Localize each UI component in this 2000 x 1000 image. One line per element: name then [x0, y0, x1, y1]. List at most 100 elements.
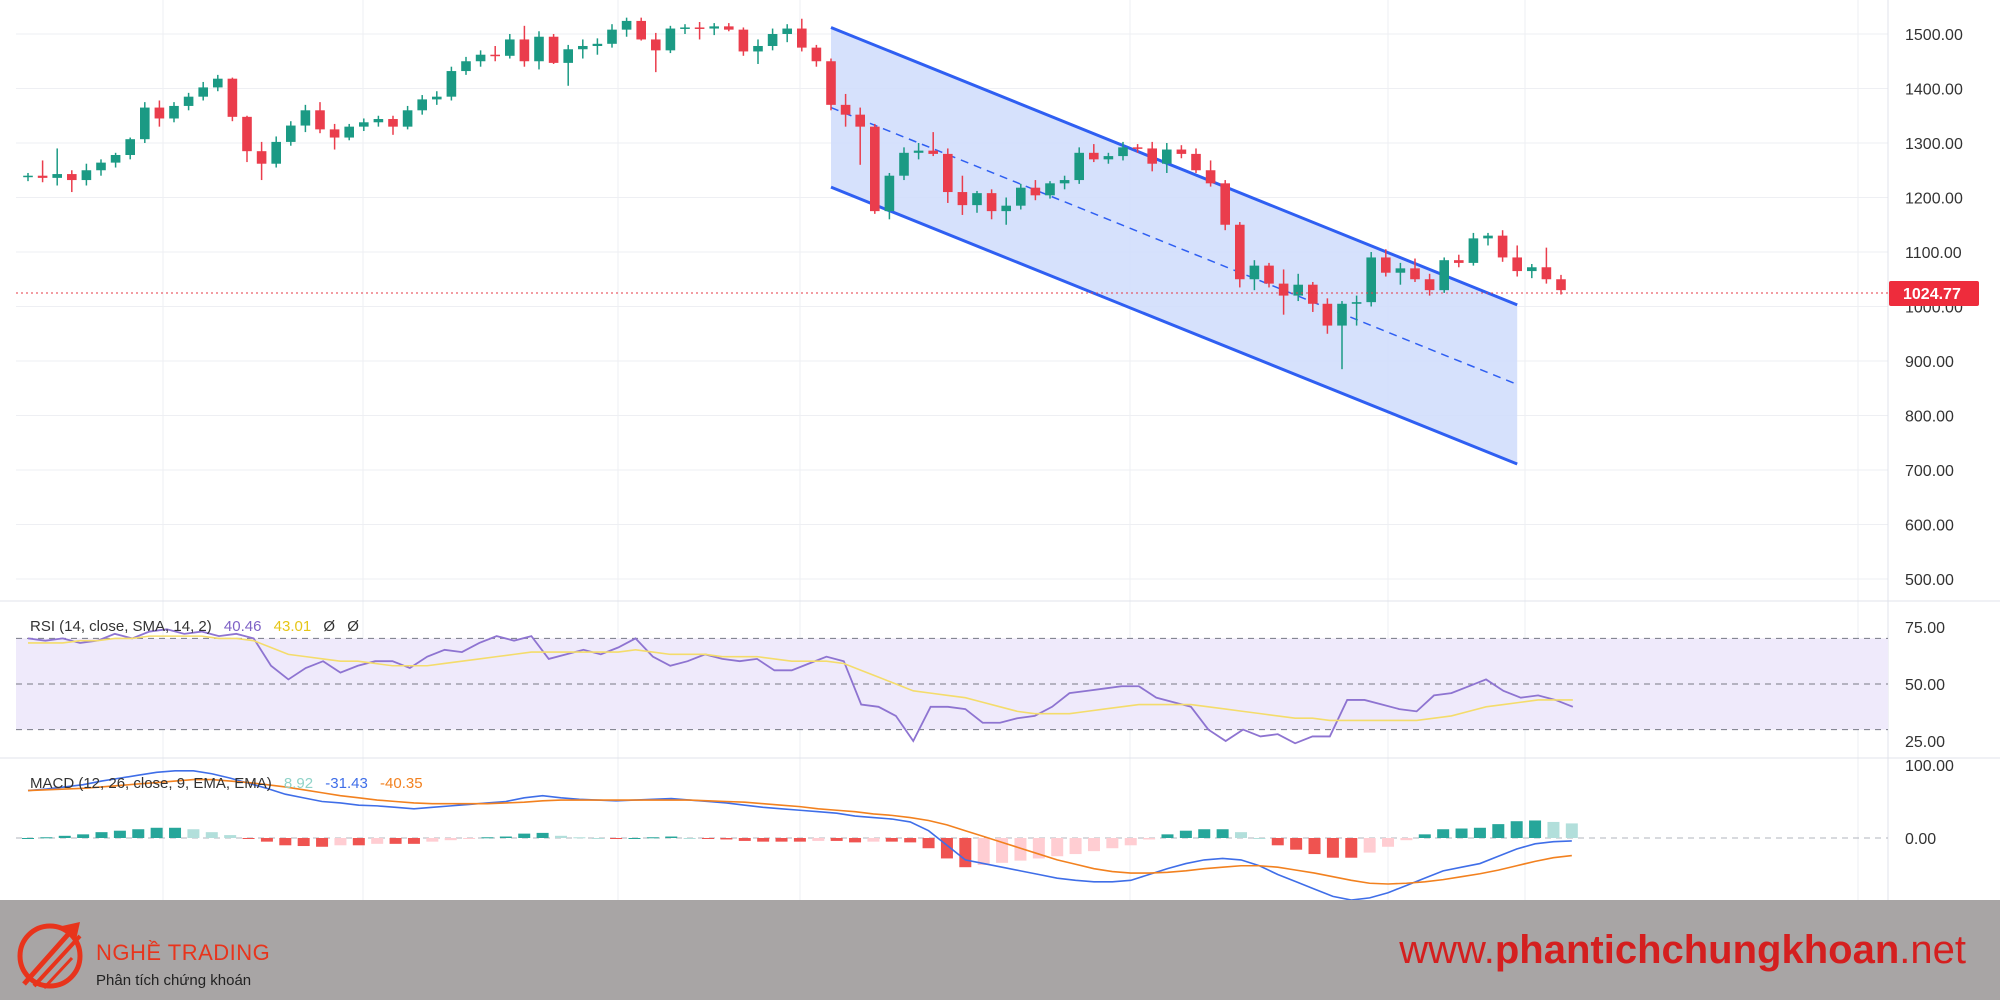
- candle-body: [1366, 257, 1376, 303]
- candle-body: [1162, 149, 1172, 164]
- candle-body: [986, 193, 997, 212]
- candle-body: [96, 162, 106, 171]
- price-axis[interactable]: 1500.001400.001300.001200.001100.001000.…: [1889, 27, 1979, 848]
- macd-hist-bar: [1437, 829, 1450, 838]
- macd-hist-bar: [1363, 838, 1376, 853]
- chart-canvas: 1500.001400.001300.001200.001100.001000.…: [0, 0, 2000, 900]
- price-tick-label: 500.00: [1905, 572, 1954, 589]
- candle-body: [81, 170, 92, 181]
- macd-hist-bar: [205, 832, 218, 838]
- candle-body: [1556, 279, 1566, 291]
- macd-hist-bar: [665, 836, 678, 838]
- macd-hist-bar: [849, 838, 862, 843]
- macd-hist-bar: [352, 838, 365, 846]
- candle-body: [125, 139, 135, 155]
- macd-hist-bar: [1565, 823, 1578, 838]
- candle-body: [432, 96, 442, 100]
- candle-body: [286, 125, 296, 142]
- candle-body: [1205, 170, 1216, 184]
- macd-hist-bar: [463, 838, 476, 839]
- channel-upper-line: [830, 26, 1518, 307]
- rsi-line: [27, 628, 1574, 745]
- macd-hist-bar: [371, 838, 384, 844]
- candle-body: [1118, 147, 1128, 157]
- macd-tick-label: 0.00: [1905, 831, 1936, 848]
- candle-body: [957, 192, 968, 206]
- candle-body: [621, 20, 632, 30]
- macd-hist-bar: [1492, 824, 1505, 838]
- macd-hist-bar: [922, 838, 935, 849]
- macd-line: [27, 770, 1572, 900]
- candle-body: [519, 39, 530, 62]
- candle-body: [271, 141, 281, 164]
- candle-body: [840, 104, 851, 115]
- candle-body: [140, 107, 150, 140]
- candle-body: [198, 87, 208, 97]
- macd-hist-bar: [518, 833, 531, 838]
- candle-body: [1235, 224, 1245, 280]
- macd-hist-bar: [1455, 828, 1468, 838]
- current-price-label: 1024.77: [1903, 286, 1961, 303]
- candle-body: [1483, 235, 1493, 239]
- candle-body: [1132, 147, 1143, 149]
- macd-hist-bar: [683, 838, 696, 839]
- candle-body: [1293, 284, 1303, 296]
- macd-hist-bar: [885, 838, 898, 842]
- candle-body: [37, 175, 48, 178]
- macd-hist-bar: [1345, 838, 1358, 858]
- macd-hist-bar: [242, 838, 255, 839]
- candle-body: [490, 54, 500, 57]
- candle-body: [899, 152, 909, 176]
- macd-hist-bar: [1124, 838, 1137, 846]
- candle-body: [592, 43, 603, 46]
- macd-hist-bar: [1087, 838, 1100, 852]
- macd-hist-bar: [1143, 838, 1156, 840]
- candle-body: [1030, 187, 1041, 196]
- candle-body: [329, 129, 340, 138]
- macd-hist-bar: [775, 838, 788, 842]
- candle-body: [826, 61, 836, 105]
- candle-body: [1264, 265, 1274, 284]
- url-domain: phantichchungkhoan: [1494, 928, 1900, 972]
- candle-body: [709, 26, 719, 29]
- macd-hist-bar: [426, 838, 439, 842]
- candle-body: [344, 126, 354, 138]
- macd-signal-value: -40.35: [380, 775, 423, 792]
- candle-body: [1191, 153, 1201, 171]
- candle-body: [563, 49, 573, 63]
- macd-tick-label: 100.00: [1905, 758, 1954, 775]
- macd-hist-bar: [407, 838, 420, 844]
- price-tick-label: 800.00: [1905, 409, 1954, 426]
- candle-body: [1351, 302, 1362, 304]
- candle-body: [373, 119, 384, 123]
- macd-hist-bar: [260, 838, 273, 842]
- candle-body: [1089, 152, 1099, 160]
- macd-label: MACD (12, 26, close, 9, EMA, EMA) 8.92 -…: [30, 775, 423, 792]
- candle-body: [227, 78, 238, 117]
- candle-body: [1045, 183, 1055, 196]
- candle-body: [1249, 265, 1260, 280]
- macd-hist-bar: [169, 827, 182, 838]
- candle-body: [1381, 257, 1391, 273]
- macd-hist-bar: [150, 827, 163, 838]
- candle-body: [461, 61, 471, 72]
- candle-body: [1410, 268, 1420, 280]
- candle-body: [943, 153, 953, 193]
- macd-hist-bar: [1382, 838, 1395, 847]
- candle-body: [213, 78, 223, 88]
- rsi-value: 40.46: [224, 618, 262, 635]
- macd-hist-bar: [297, 838, 310, 847]
- rsi-tick-label: 25.00: [1905, 734, 1945, 751]
- macd-hist-bar: [867, 838, 880, 842]
- brand-tagline: Phân tích chứng khoán: [96, 972, 252, 989]
- macd-hist-bar: [610, 838, 623, 839]
- candle-body: [475, 54, 486, 62]
- website-url[interactable]: www.phantichchungkhoan.net: [1399, 928, 1966, 973]
- macd-hist-bar: [1547, 821, 1560, 838]
- candle-body: [256, 151, 267, 164]
- candle-body: [694, 27, 705, 29]
- candle-body: [797, 28, 807, 48]
- price-tick-label: 1100.00: [1905, 245, 1962, 262]
- candle-body: [1278, 283, 1289, 296]
- candle-body: [738, 29, 749, 52]
